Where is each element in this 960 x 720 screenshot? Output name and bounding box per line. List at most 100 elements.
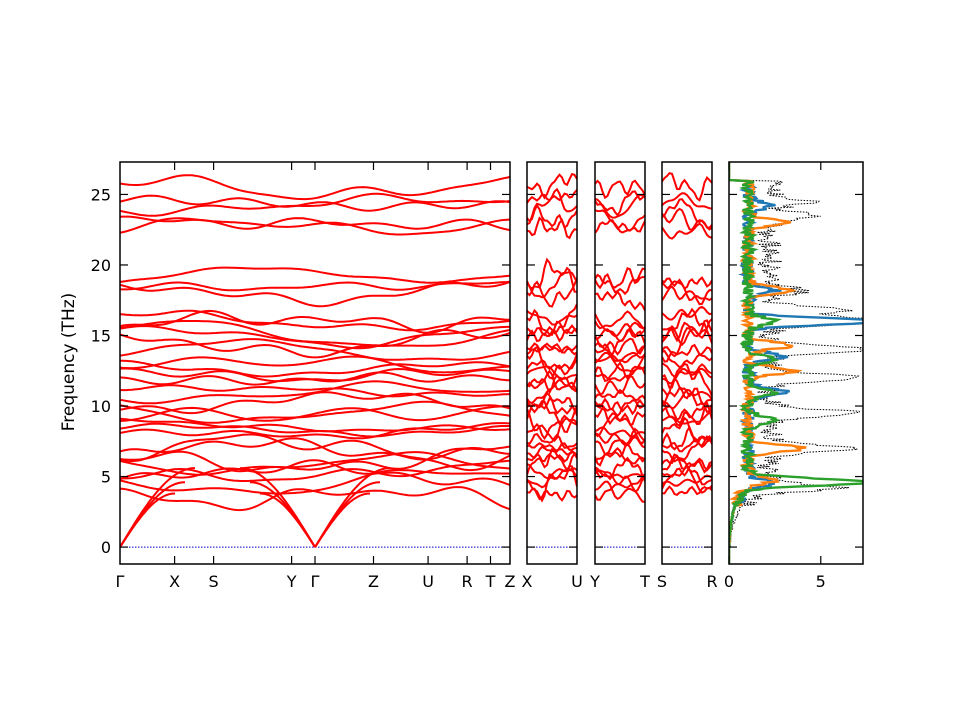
band-line (527, 365, 577, 380)
x-tick-label: S (209, 572, 219, 591)
band-line (595, 397, 645, 416)
band-line (595, 190, 645, 217)
band-line (527, 203, 577, 229)
band-line (662, 318, 712, 347)
band-line (662, 343, 712, 363)
band-line (595, 361, 645, 383)
acoustic-branch (120, 467, 196, 548)
band-line (120, 215, 510, 232)
band-line (595, 310, 645, 331)
band-line (527, 216, 577, 240)
panel-frame (594, 161, 646, 565)
acoustic-branch (120, 492, 176, 548)
band-line (595, 323, 645, 340)
band-line (595, 469, 645, 489)
band-lines (595, 179, 645, 548)
band-line (527, 373, 577, 395)
dos-frame (728, 161, 864, 565)
band-line (662, 307, 712, 341)
band-line (662, 285, 712, 306)
band-line (120, 320, 510, 347)
band-line (662, 305, 712, 321)
panel-frame (661, 161, 713, 565)
band-line (595, 441, 645, 467)
band-line (120, 417, 510, 433)
x-tick-label: X (522, 572, 533, 591)
band-line (120, 217, 510, 236)
band-line (120, 194, 510, 212)
band-line (595, 406, 645, 426)
band-line (595, 266, 645, 290)
x-tick-label: T (485, 572, 496, 591)
band-line (662, 362, 712, 378)
band-line (527, 342, 577, 356)
band-line (662, 388, 712, 410)
band-line (662, 454, 712, 474)
x-tick-label: R (462, 572, 473, 591)
band-lines (527, 172, 577, 548)
band-line (120, 309, 510, 334)
y-tick-label: 20 (91, 256, 111, 275)
dos-series-3 (729, 162, 863, 564)
dos-series-0 (729, 162, 863, 564)
band-line (662, 192, 712, 210)
band-line (595, 337, 645, 356)
x-tick-label: U (571, 572, 583, 591)
band-line (662, 416, 712, 448)
band-line (120, 405, 510, 422)
dos-lines (729, 162, 863, 564)
band-line (527, 324, 577, 337)
band-line (120, 309, 510, 332)
acoustic-branch (239, 467, 316, 548)
band-line (527, 391, 577, 412)
band-line (527, 189, 577, 204)
x-tick-label: R (706, 572, 717, 591)
band-line (527, 442, 577, 460)
band-line (662, 439, 712, 453)
y-tick-label: 5 (101, 468, 111, 487)
band-line (595, 432, 645, 449)
y-tick-label: 0 (101, 538, 111, 557)
band-line (527, 448, 577, 476)
band-line (120, 459, 510, 487)
acoustic-branch (120, 481, 186, 548)
band-line (662, 327, 712, 358)
x-tick-label: S (657, 572, 667, 591)
band-line (595, 466, 645, 482)
band-line (595, 388, 645, 401)
band-line (595, 456, 645, 482)
band-line (595, 375, 645, 395)
dos-x-tick-label: 5 (816, 572, 826, 591)
band-line (527, 358, 577, 371)
band-line (120, 367, 510, 383)
x-tick-label: Y (589, 572, 600, 591)
band-line (527, 310, 577, 326)
y-tick-label: 10 (91, 397, 111, 416)
band-line (120, 192, 510, 217)
acoustic-branch (314, 481, 381, 548)
acoustic-branch (259, 492, 316, 548)
y-tick-label: 25 (91, 185, 111, 204)
band-line (527, 270, 577, 299)
band-line (595, 351, 645, 373)
y-tick-label: 15 (91, 326, 111, 345)
band-line (595, 179, 645, 200)
x-tick-label: Z (368, 572, 379, 591)
band-line (120, 280, 510, 292)
band-line (662, 276, 712, 291)
band-line (527, 432, 577, 449)
band-lines (120, 174, 510, 548)
band-line (527, 277, 577, 308)
band-line (120, 338, 510, 361)
band-line (120, 451, 510, 476)
band-line (120, 355, 510, 374)
acoustic-branch (314, 492, 371, 548)
band-line (527, 442, 577, 456)
x-tick-label: T (639, 572, 650, 591)
